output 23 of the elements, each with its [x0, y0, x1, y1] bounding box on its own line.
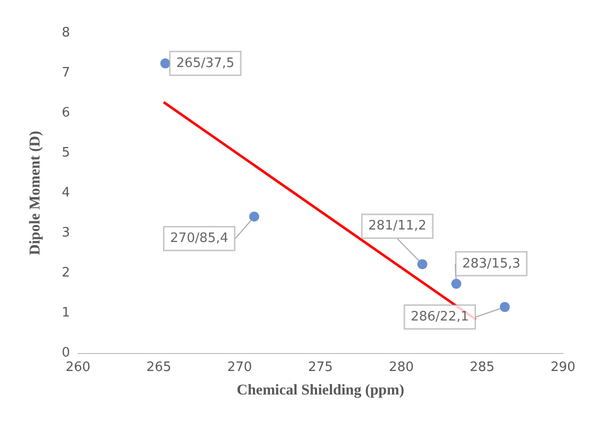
y-tick-label: 0: [62, 346, 70, 360]
y-tick-label: 5: [62, 146, 70, 160]
data-label: 270/85,4: [170, 231, 228, 246]
x-tick-label: 280: [388, 360, 414, 375]
y-tick-label: 7: [62, 66, 70, 80]
data-label: 281/11,2: [368, 218, 426, 234]
x-axis-title: Chemical Shielding (ppm): [236, 382, 404, 398]
y-tick-label: 8: [62, 26, 70, 40]
y-axis-title: Dipole Moment (D): [28, 130, 44, 256]
y-tick-label: 4: [62, 186, 70, 200]
x-tick-label: 285: [470, 360, 495, 375]
y-tick-label: 1: [62, 306, 70, 320]
y-tick-label: 3: [62, 226, 70, 240]
data-label: 265/37,5: [176, 56, 234, 71]
x-tick-label: 290: [550, 360, 576, 375]
data-label: 286/22,1: [410, 310, 469, 324]
x-tick-label: 260: [66, 360, 90, 375]
x-tick-label: 265: [146, 360, 172, 375]
y-tick-label: 6: [62, 106, 70, 120]
x-tick-label: 275: [308, 360, 333, 375]
x-tick-label: 270: [227, 360, 252, 375]
y-tick-label: 2: [62, 266, 70, 280]
data-label: 283/15,3: [462, 256, 520, 272]
